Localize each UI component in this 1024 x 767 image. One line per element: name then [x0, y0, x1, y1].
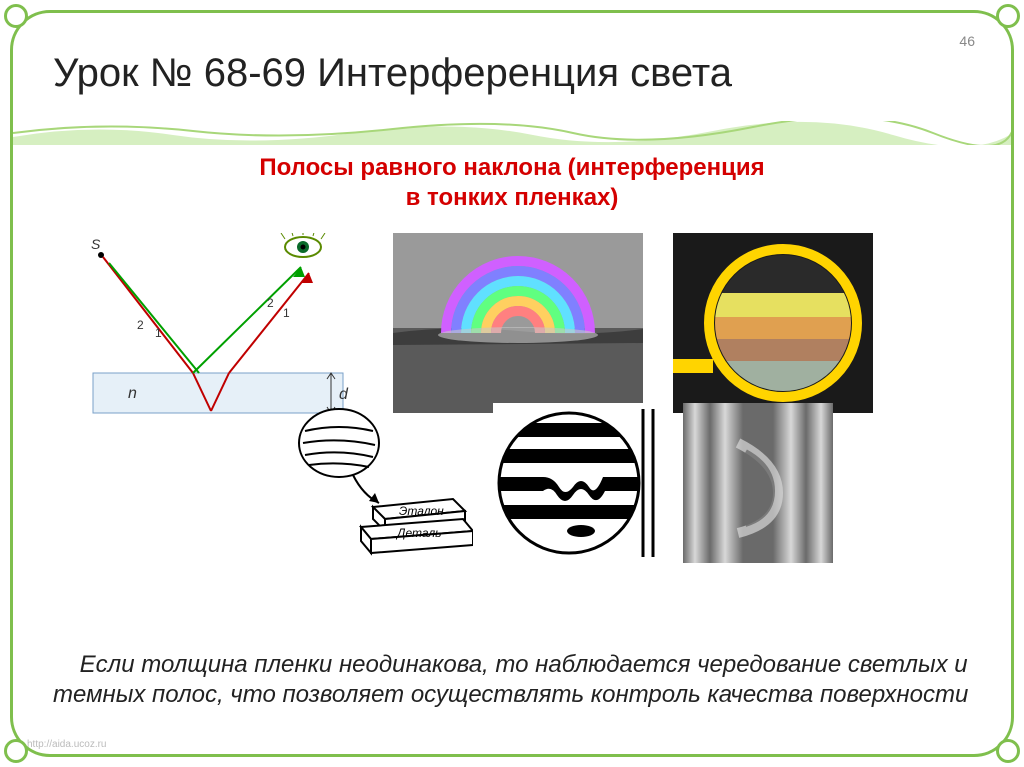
page-title: Урок № 68-69 Интерференция света — [53, 51, 931, 96]
interference-fringes-photo — [683, 403, 833, 563]
frame-corner-icon — [4, 4, 28, 28]
watermark: http://aida.ucoz.ru — [27, 739, 107, 750]
bottom-paragraph-text: Если толщина пленки неодинакова, то набл… — [53, 651, 968, 708]
quality-control-diagram: Эталон Деталь — [283, 403, 473, 563]
medium-label: n — [128, 385, 137, 402]
detail-label: Деталь — [395, 526, 441, 540]
slide-frame: 46 Урок № 68-69 Интерференция света Поло… — [10, 10, 1014, 757]
source-label: S — [91, 236, 101, 252]
subtitle-line-2: в тонких пленках) — [406, 184, 619, 211]
figure-row-2: Эталон Деталь — [283, 403, 833, 563]
thickness-label: d — [339, 386, 349, 403]
eye-icon — [281, 233, 325, 257]
ray-label-2-right: 2 — [267, 296, 274, 310]
ray-label-2-left: 2 — [137, 318, 144, 332]
subtitle-line-1: Полосы равного наклона (интерференция — [259, 154, 764, 181]
interference-stripes-diagram — [493, 403, 663, 563]
frame-corner-icon — [996, 4, 1020, 28]
ray-label-1-left: 1 — [155, 326, 162, 340]
subtitle: Полосы равного наклона (интерференция в … — [13, 153, 1011, 213]
soap-film-ring-photo — [673, 233, 873, 413]
frame-corner-icon — [996, 739, 1020, 763]
decorative-wave — [13, 121, 1013, 145]
frame-corner-icon — [4, 739, 28, 763]
bottom-paragraph: Если толщина пленки неодинакова, то набл… — [53, 650, 971, 710]
ray-label-1-right: 1 — [283, 306, 290, 320]
etalon-label: Эталон — [399, 504, 444, 518]
page-number: 46 — [959, 33, 975, 49]
oil-film-rainbow-photo — [393, 233, 643, 413]
